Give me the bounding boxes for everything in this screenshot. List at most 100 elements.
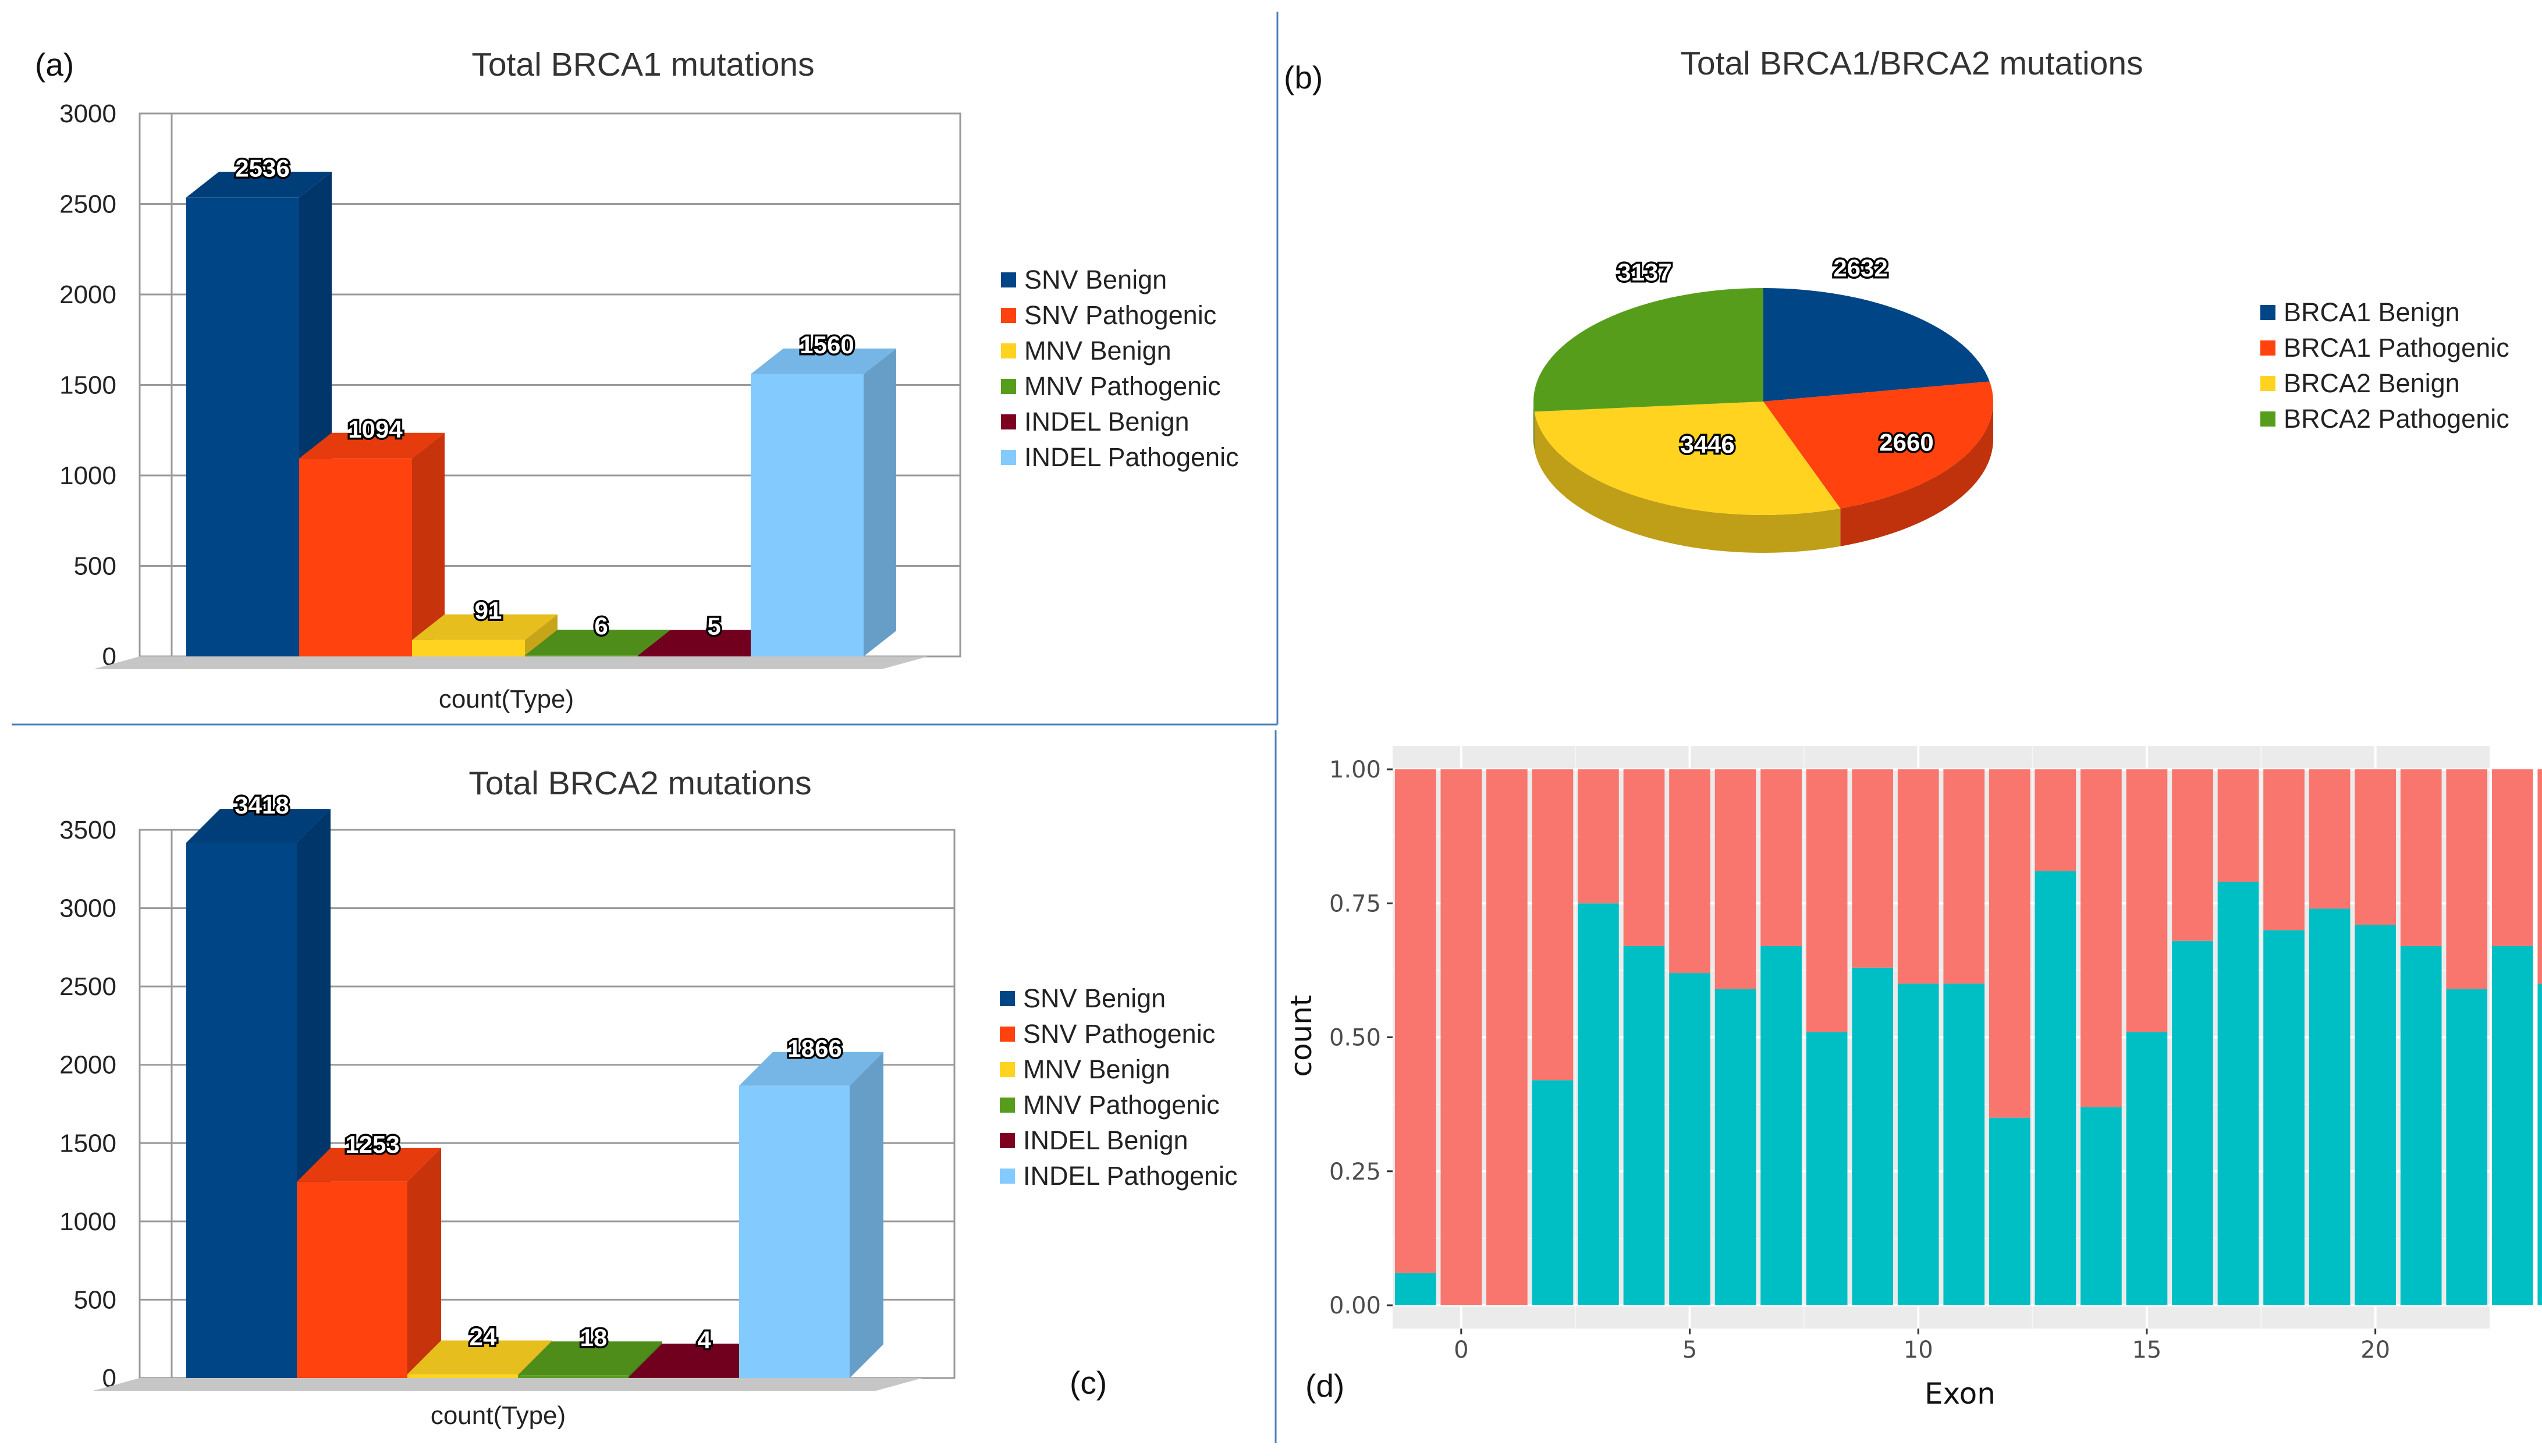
y-tick-label: 0.50 — [1329, 1025, 1381, 1052]
bar-segment-exon-24-salmon — [2537, 769, 2542, 984]
legend-swatch-snv-benign — [1001, 272, 1016, 287]
panel-d-x-axis-label: Exon — [1925, 1377, 1996, 1411]
bar-indel-pathogenic — [739, 1085, 850, 1378]
legend-entry-indel-benign: INDEL Benign — [1023, 1125, 1188, 1155]
panel-b-legend: BRCA1 Benign BRCA1 Pathogenic BRCA2 Benign… — [2260, 297, 2509, 434]
panel-d-exon-stacked-bar-chart: (d) 0.00 0.25 0.50 0.75 1.00 0 5 10 15 20 Exon co… — [1284, 746, 2542, 1411]
panel-a-brca1-bar-chart: (a) Total BRCA1 mutations 05001000150020… — [35, 46, 1239, 713]
data-label-mnv-pathogenic: 6 — [594, 612, 608, 640]
bar-segment-exon-10-salmon — [1897, 769, 1939, 984]
bar-side-mnv-pathogenic — [629, 1341, 662, 1378]
data-label-mnv-pathogenic: 18 — [580, 1324, 608, 1351]
bar-side-indel-pathogenic — [864, 348, 896, 656]
panel-d-y-axis-label: count — [1284, 995, 1318, 1077]
bar-mnv-pathogenic — [518, 1375, 629, 1378]
x-tick-label: 0 — [1454, 1337, 1468, 1363]
bar-segment-exon-16-salmon — [2172, 769, 2213, 941]
panel-b-pie-chart: (b) Total BRCA1/BRCA2 mutations 2632 2660… — [1284, 45, 2509, 553]
legend-swatch-mnv-benign — [1000, 1062, 1015, 1077]
panel-c-label: (c) — [1070, 1365, 1107, 1401]
legend-swatch-brca1-benign — [2260, 305, 2275, 320]
bar-segment-exon-9-teal — [1852, 967, 1894, 1305]
y-tick-label: 1000 — [59, 1208, 116, 1236]
bar-segment-exon-8-salmon — [1806, 769, 1848, 1032]
legend-entry-indel-pathogenic: INDEL Pathogenic — [1024, 442, 1239, 472]
bar-segment-exon-10-teal — [1897, 983, 1939, 1305]
legend-entry-brca2-pathogenic: BRCA2 Pathogenic — [2284, 404, 2509, 434]
bar-top-mnv-pathogenic — [525, 630, 670, 656]
legend-swatch-snv-pathogenic — [1001, 308, 1016, 323]
pie-label-brca2-benign: 3446 — [1680, 431, 1734, 458]
bar-top-snv-benign — [186, 172, 332, 198]
data-label-indel-benign: 4 — [697, 1326, 711, 1354]
bar-segment-exon-4-teal — [1623, 946, 1665, 1305]
bar-snv-pathogenic — [299, 458, 412, 656]
bar-side-mnv-benign — [525, 614, 558, 656]
panel-d-plot: 0.00 0.25 0.50 0.75 1.00 0 5 10 15 20 — [1329, 746, 2542, 1363]
legend-entry-snv-pathogenic: SNV Pathogenic — [1023, 1019, 1215, 1049]
bar-segment-exon-7-teal — [1760, 946, 1802, 1305]
panel-a-label: (a) — [35, 47, 74, 83]
y-tick-label: 1500 — [59, 1129, 116, 1157]
panel-c-x-axis-label: count(Type) — [431, 1401, 566, 1430]
x-tick-label: 15 — [2132, 1337, 2161, 1363]
bar-segment-exon-17-salmon — [2217, 769, 2259, 882]
y-tick-label: 0.00 — [1329, 1292, 1381, 1319]
bar-mnv-benign — [412, 640, 525, 656]
bar-segment-exon-6-salmon — [1714, 769, 1756, 989]
bar-segment-exon-4-salmon — [1623, 769, 1665, 946]
bar-indel-pathogenic — [751, 374, 864, 656]
data-label-snv-pathogenic: 1253 — [345, 1131, 399, 1158]
panel-c-title: Total BRCA2 mutations — [468, 765, 811, 802]
legend-swatch-brca1-pathogenic — [2260, 340, 2275, 356]
bar-indel-benign — [638, 655, 751, 656]
floor-edge — [93, 656, 928, 669]
bar-snv-benign — [186, 197, 299, 657]
legend-swatch-mnv-pathogenic — [1000, 1098, 1015, 1113]
bar-side-snv-pathogenic — [407, 1148, 441, 1378]
panel-a-legend: SNV Benign SNV Pathogenic MNV Benign MNV Pa… — [1001, 265, 1239, 472]
bar-side-indel-pathogenic — [850, 1052, 883, 1378]
bar-snv-benign — [186, 843, 297, 1378]
bar-segment-exon-22-teal — [2446, 989, 2488, 1305]
bar-segment-exon-21-teal — [2400, 946, 2442, 1305]
bar-top-indel-benign — [638, 630, 783, 656]
legend-entry-mnv-pathogenic: MNV Pathogenic — [1023, 1090, 1220, 1120]
legend-swatch-brca2-benign — [2260, 376, 2275, 391]
bar-top-indel-pathogenic — [751, 348, 896, 374]
legend-swatch-indel-benign — [1001, 414, 1016, 429]
y-tick-label: 2000 — [59, 1051, 116, 1079]
y-tick-label: 3500 — [59, 816, 116, 844]
bar-segment-exon-2-salmon — [1532, 769, 1574, 1081]
bar-top-indel-pathogenic — [739, 1052, 883, 1086]
bar-segment-exon-24-teal — [2537, 983, 2542, 1305]
bar-segment-exon-6-teal — [1714, 989, 1756, 1305]
bar-segment-exon-20-salmon — [2355, 769, 2396, 925]
bar-top-snv-pathogenic — [299, 432, 445, 459]
bar-segment-exon-14-salmon — [2081, 769, 2122, 1107]
bar-segment-exon-23-teal — [2491, 946, 2533, 1305]
bar-segment-exon-9-salmon — [1852, 769, 1894, 968]
legend-entry-snv-benign: SNV Benign — [1024, 265, 1167, 294]
bar-segment-exon-3-teal — [1578, 903, 1619, 1305]
bar-top-snv-benign — [186, 809, 331, 843]
legend-entry-mnv-benign: MNV Benign — [1024, 336, 1171, 365]
bar-segment-exon-11-teal — [1943, 983, 1985, 1305]
bar-segment-exon-20-teal — [2355, 925, 2396, 1305]
bar-top-mnv-benign — [407, 1340, 552, 1375]
x-tick-label: 10 — [1904, 1337, 1933, 1363]
pie-slice-brca2-pathogenic — [1533, 288, 1763, 412]
y-tick-label: 3000 — [59, 100, 116, 128]
x-tick-label: 5 — [1682, 1337, 1697, 1363]
bar-segment-exon-13-teal — [2035, 871, 2076, 1305]
panel-d-label: (d) — [1305, 1368, 1344, 1404]
bar-segment-exon-15-salmon — [2126, 769, 2168, 1032]
bar-segment-exon--1-salmon — [1394, 769, 1436, 1273]
legend-swatch-indel-benign — [1000, 1133, 1015, 1148]
data-label-snv-benign: 3418 — [235, 791, 289, 819]
bar-segment-exon-21-salmon — [2400, 769, 2442, 946]
bar-segment-exon--1-teal — [1394, 1273, 1436, 1305]
legend-entry-snv-pathogenic: SNV Pathogenic — [1024, 300, 1216, 330]
